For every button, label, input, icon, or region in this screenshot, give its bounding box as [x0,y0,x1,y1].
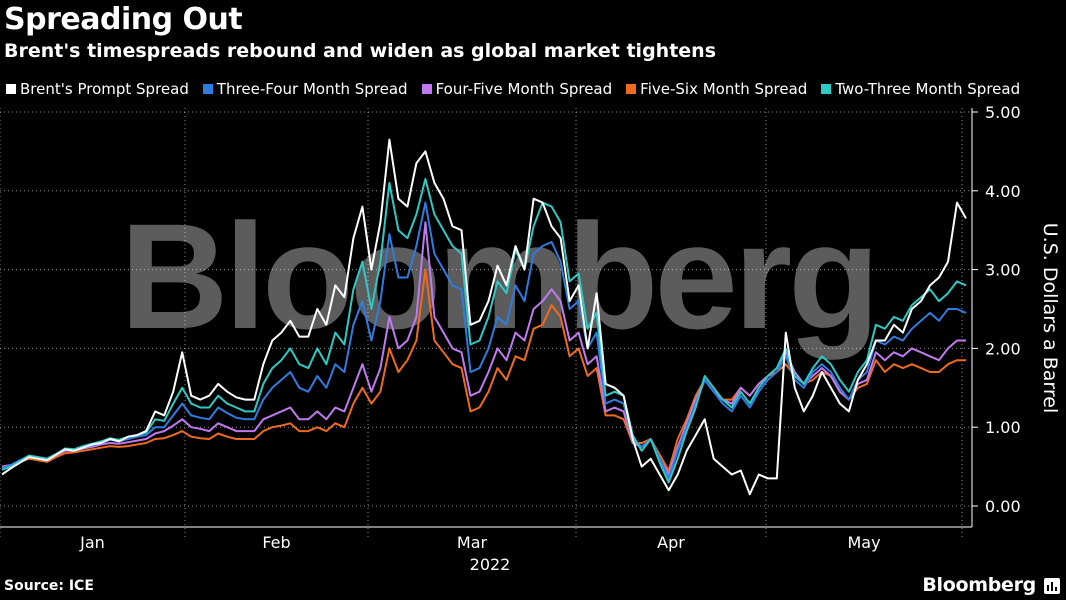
legend-item-two-three: Two-Three Month Spread [821,80,1020,98]
x-tick-label: Feb [262,533,290,552]
series-lines [1,138,967,496]
x-tick-label: Jan [79,533,105,552]
x-tick-label: Mar [457,533,488,552]
y-tick-label: 3.00 [985,261,1021,280]
bloomberg-watermark: Bloomberg [120,192,876,360]
x-tick-label: Apr [657,533,685,552]
y-tick-label: 0.00 [985,497,1021,516]
legend-label-five-six: Five-Six Month Spread [640,80,808,98]
chart-title: Spreading Out [4,2,243,37]
legend-item-prompt: Brent's Prompt Spread [6,80,189,98]
y-axis-label: U.S. Dollars a Barrel [1039,223,1061,414]
legend-label-two-three: Two-Three Month Spread [835,80,1021,98]
legend-swatch-three-four [202,84,213,94]
legend-swatch-two-three [821,84,832,94]
series-line-1 [1,201,967,480]
legend-item-three-four: Three-Four Month Spread [202,80,408,98]
legend-label-four-five: Four-Five Month Spread [435,80,613,98]
x-axis-year-label: 2022 [470,555,511,574]
series-line-4 [1,178,967,484]
legend-item-five-six: Five-Six Month Spread [626,80,807,98]
chart-subtitle: Brent's timespreads rebound and widen as… [4,40,716,62]
bar-chart-icon [1044,578,1060,594]
legend-item-four-five: Four-Five Month Spread [421,80,613,98]
legend: Brent's Prompt Spread Three-Four Month S… [6,80,1020,98]
legend-label-prompt: Brent's Prompt Spread [20,80,189,98]
y-tick-label: 4.00 [985,182,1021,201]
legend-label-three-four: Three-Four Month Spread [216,80,408,98]
brand-logo: Bloomberg [922,574,1036,596]
y-tick-label: 1.00 [985,418,1021,437]
legend-swatch-four-five [421,84,432,94]
series-line-0 [1,138,967,496]
axes: 5.00 4.00 3.00 2.00 1.00 0.00 Jan Feb Mar Apr May [0,103,1021,552]
y-tick-label: 2.00 [985,339,1021,358]
legend-swatch-five-six [626,84,637,94]
source-note: Source: ICE [4,578,94,594]
y-tick-label: 5.00 [985,103,1021,122]
legend-swatch-prompt [6,84,16,94]
x-tick-label: May [847,533,880,552]
